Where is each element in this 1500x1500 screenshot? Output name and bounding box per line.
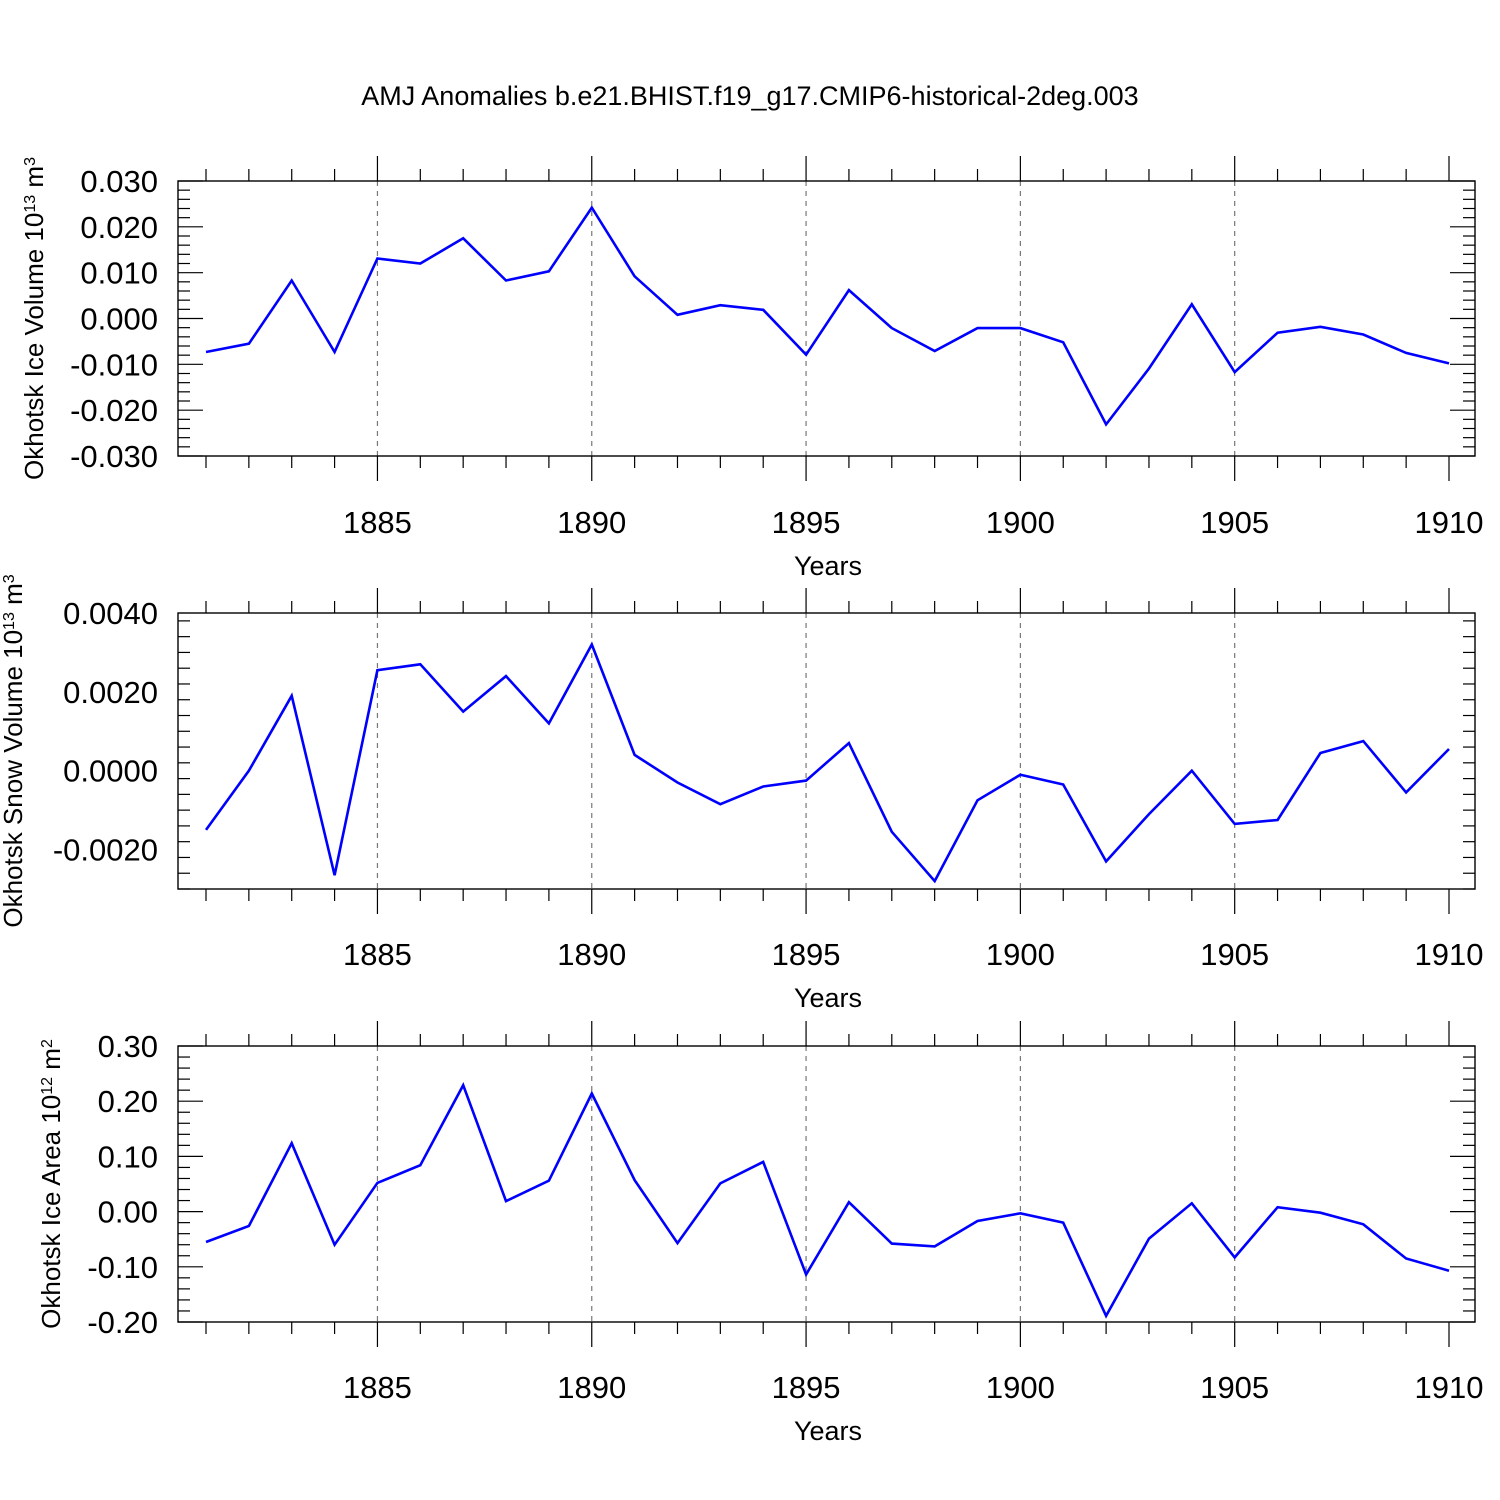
y-axis-label-part: m — [19, 166, 49, 195]
y-tick-label: 0.0000 — [63, 754, 158, 789]
y-axis-label-superscript: 12 — [39, 1077, 56, 1095]
y-tick-label: 0.10 — [98, 1139, 158, 1174]
y-tick-label: 0.020 — [80, 210, 158, 245]
y-axis-label-superscript: 13 — [22, 195, 39, 213]
y-axis-label: Okhotsk Snow Volume 1013 m3 — [0, 574, 28, 927]
plot-frame — [177, 180, 1476, 457]
x-axis-label: Years — [794, 1416, 862, 1446]
x-tick-label: 1890 — [557, 505, 626, 540]
x-tick-label: 1905 — [1200, 505, 1269, 540]
panels: 0.030 0.020 0.010 0.000 -0.010 -0.020 -0.030 18… — [0, 156, 1483, 1446]
y-axis-label-part: Okhotsk Snow Volume 10 — [0, 630, 28, 928]
y-tick-label: -0.20 — [87, 1305, 158, 1340]
x-tick-label: 1895 — [772, 937, 841, 972]
y-axis-label: Okhotsk Ice Area 1012 m2 — [36, 1039, 66, 1329]
x-tick-label: 1885 — [343, 505, 412, 540]
y-tick-label: 0.0040 — [63, 596, 158, 631]
series-line-1 — [204, 641, 1450, 884]
plot-frame — [177, 612, 1476, 890]
y-axis-label-part: Okhotsk Ice Volume 10 — [19, 213, 49, 480]
x-tick-label: 1900 — [986, 505, 1055, 540]
y-axis-label-part: Okhotsk Ice Area 10 — [36, 1095, 66, 1329]
y-axis-label-superscript: 13 — [1, 612, 18, 630]
y-axis-label-superscript: 3 — [1, 574, 18, 583]
y-tick-label: 0.20 — [98, 1084, 158, 1119]
series-line-1 — [205, 205, 1450, 427]
y-tick-label: -0.10 — [87, 1250, 158, 1285]
y-axis-label-superscript: 3 — [22, 157, 39, 166]
series-line-1 — [205, 1082, 1450, 1319]
y-axis-label-superscript: 2 — [39, 1039, 56, 1048]
x-tick-label: 1900 — [986, 937, 1055, 972]
x-tick-label: 1895 — [772, 505, 841, 540]
x-tick-label: 1885 — [343, 937, 412, 972]
panel-3: 0.30 0.20 0.10 0.00 -0.10 -0.20 1885 1890 1895 19… — [36, 1021, 1483, 1446]
figure-title: AMJ Anomalies b.e21.BHIST.f19_g17.CMIP6-… — [361, 81, 1138, 111]
y-tick-label: 0.030 — [80, 164, 158, 199]
x-tick-label: 1905 — [1200, 1370, 1269, 1405]
y-tick-label: -0.030 — [70, 439, 158, 474]
y-axis-label-part: m — [36, 1048, 66, 1077]
x-tick-label: 1895 — [772, 1370, 841, 1405]
y-axis-label-part: m — [0, 583, 28, 612]
x-tick-label: 1910 — [1415, 1370, 1484, 1405]
y-tick-label: -0.0020 — [53, 833, 158, 868]
y-tick-label: 0.00 — [98, 1195, 158, 1230]
x-tick-label: 1910 — [1415, 505, 1484, 540]
x-tick-label: 1890 — [557, 937, 626, 972]
y-tick-label: 0.010 — [80, 256, 158, 291]
y-tick-label: 0.30 — [98, 1029, 158, 1064]
panel-1: 0.030 0.020 0.010 0.000 -0.010 -0.020 -0.030 18… — [19, 156, 1483, 581]
y-tick-label: 0.000 — [80, 302, 158, 337]
x-tick-label: 1885 — [343, 1370, 412, 1405]
x-axis-label: Years — [794, 551, 862, 581]
x-axis-label: Years — [794, 983, 862, 1013]
x-tick-label: 1910 — [1415, 937, 1484, 972]
x-tick-label: 1890 — [557, 1370, 626, 1405]
y-tick-label: -0.010 — [70, 347, 158, 382]
x-tick-label: 1905 — [1200, 937, 1269, 972]
y-tick-label: -0.020 — [70, 393, 158, 428]
y-axis-label: Okhotsk Ice Volume 1013 m3 — [19, 157, 49, 480]
plot-frame — [177, 1045, 1476, 1323]
x-tick-label: 1900 — [986, 1370, 1055, 1405]
y-tick-label: 0.0020 — [63, 675, 158, 710]
panel-2: 0.0040 0.0020 0.0000 -0.0020 1885 1890 1895 190… — [0, 574, 1483, 1013]
